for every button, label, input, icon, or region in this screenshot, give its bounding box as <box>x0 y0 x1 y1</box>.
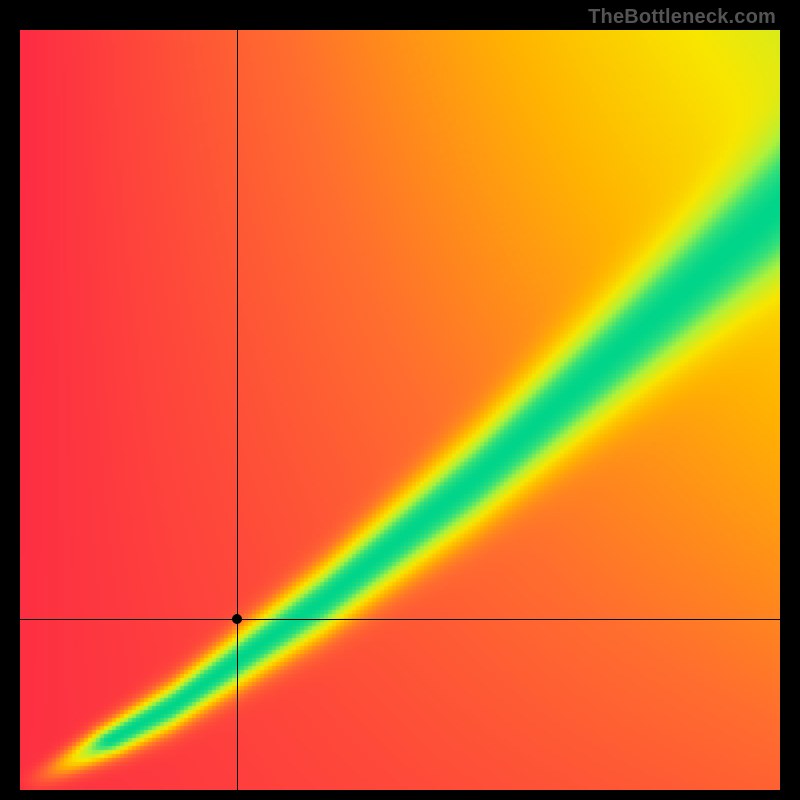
crosshair-vertical <box>237 30 238 790</box>
watermark-text: TheBottleneck.com <box>588 6 776 29</box>
heatmap-canvas <box>20 30 780 790</box>
crosshair-marker[interactable] <box>232 614 242 624</box>
bottleneck-heatmap <box>20 30 780 790</box>
crosshair-horizontal <box>20 619 780 620</box>
